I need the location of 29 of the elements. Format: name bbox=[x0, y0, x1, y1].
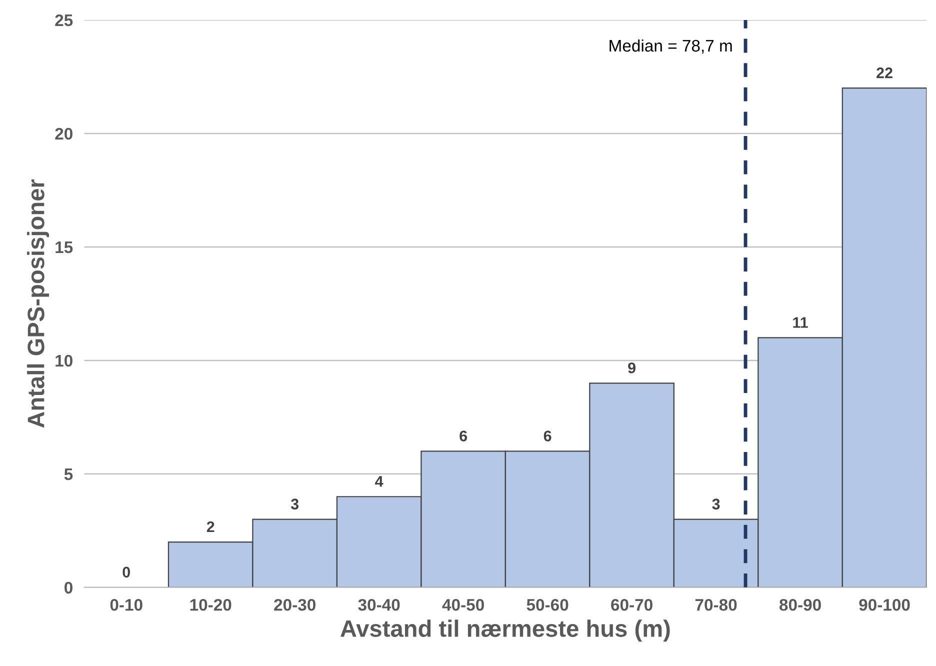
x-tick-label: 80-90 bbox=[779, 598, 821, 611]
x-tick-label: 30-40 bbox=[358, 598, 400, 611]
data-label: 6 bbox=[544, 430, 552, 442]
data-label: 2 bbox=[206, 521, 214, 532]
x-axis-title: Avstand til nærmeste hus (m) bbox=[340, 620, 670, 642]
y-axis-title: Antall GPS-posisjoner bbox=[27, 179, 50, 428]
x-tick-label: 90-100 bbox=[859, 598, 910, 611]
y-tick-label: 15 bbox=[56, 242, 73, 254]
x-tick-label: 50-60 bbox=[526, 598, 568, 611]
data-label: 3 bbox=[290, 498, 299, 510]
data-label: 11 bbox=[793, 317, 808, 328]
y-tick-label: 25 bbox=[55, 14, 73, 26]
y-tick-label: 0 bbox=[64, 582, 72, 594]
x-tick-label: 0-10 bbox=[110, 598, 142, 611]
data-label: 4 bbox=[375, 476, 384, 487]
y-tick-label: 20 bbox=[55, 128, 72, 140]
x-tick-label: 60-70 bbox=[611, 598, 652, 611]
x-tick-label: 40-50 bbox=[442, 598, 484, 611]
data-label: 0 bbox=[122, 566, 130, 578]
data-label: 22 bbox=[876, 67, 892, 78]
data-label: 9 bbox=[628, 362, 636, 374]
data-label: 3 bbox=[712, 498, 720, 510]
x-tick-label: 70-80 bbox=[695, 598, 737, 611]
data-label: 6 bbox=[460, 430, 468, 442]
x-tick-label: 10-20 bbox=[190, 598, 232, 611]
y-tick-label: 10 bbox=[56, 354, 72, 367]
y-tick-label: 5 bbox=[64, 468, 73, 480]
ref-line-label: Median = 78,7 m bbox=[610, 39, 732, 54]
x-tick-label: 20-30 bbox=[274, 598, 316, 611]
